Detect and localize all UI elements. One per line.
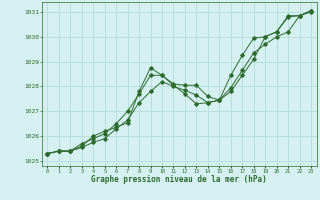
X-axis label: Graphe pression niveau de la mer (hPa): Graphe pression niveau de la mer (hPa) [91, 175, 267, 184]
